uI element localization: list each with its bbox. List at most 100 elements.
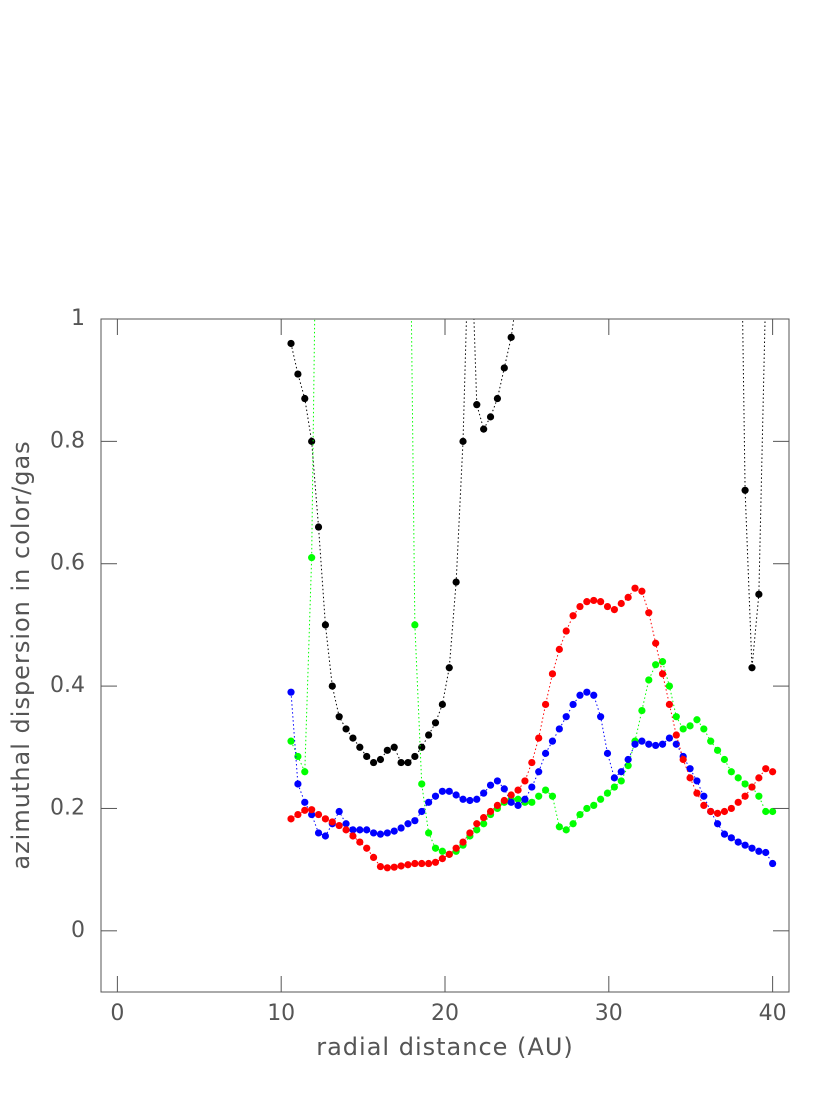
x-tick-label: 20 — [431, 1001, 459, 1026]
data-point — [727, 834, 735, 842]
data-point — [645, 609, 653, 617]
data-point — [548, 737, 557, 745]
data-point — [535, 768, 543, 776]
data-point — [342, 725, 350, 733]
data-point — [624, 755, 632, 764]
y-axis-title: azimuthal dispersion in color/gas — [7, 440, 35, 869]
data-point — [658, 670, 667, 678]
data-point — [707, 737, 715, 745]
data-point — [603, 749, 612, 757]
data-point — [735, 9, 742, 16]
data-point — [466, 796, 474, 805]
data-point — [349, 734, 357, 742]
data-point — [383, 829, 391, 837]
data-point — [390, 863, 398, 871]
data-point — [431, 858, 440, 866]
data-point — [480, 814, 488, 822]
data-point — [493, 801, 502, 809]
data-point — [438, 847, 446, 855]
data-point — [762, 807, 770, 816]
data-point — [301, 394, 309, 403]
data-point — [597, 598, 605, 606]
series-line — [290, 319, 773, 855]
data-point — [734, 798, 742, 806]
data-point — [500, 364, 508, 372]
data-point — [693, 777, 701, 785]
data-point — [486, 413, 495, 421]
y-tick-label: 0.8 — [50, 428, 85, 453]
data-point — [665, 734, 674, 742]
data-point — [700, 792, 708, 800]
data-point — [720, 830, 729, 838]
data-point — [418, 807, 426, 816]
data-point — [376, 755, 385, 764]
data-point — [741, 486, 749, 494]
data-point — [658, 658, 667, 666]
data-point — [445, 787, 453, 795]
data-point — [397, 824, 405, 832]
data-point — [748, 664, 756, 672]
data-point — [369, 758, 378, 767]
data-point — [514, 786, 522, 794]
data-point — [624, 762, 632, 770]
data-point — [466, 829, 474, 837]
data-point — [727, 804, 735, 813]
data-point — [369, 829, 378, 837]
data-point — [713, 809, 722, 817]
data-point — [411, 621, 419, 629]
data-point — [314, 810, 323, 819]
data-point — [452, 791, 460, 799]
x-axis-title: radial distance (AU) — [316, 1033, 574, 1061]
data-point — [473, 795, 481, 803]
data-point — [590, 596, 598, 605]
data-point — [425, 829, 433, 837]
data-point — [541, 786, 550, 794]
data-point — [700, 801, 708, 809]
data-point — [363, 752, 371, 761]
data-point — [720, 755, 729, 764]
data-point — [294, 780, 302, 788]
data-point — [287, 737, 295, 745]
data-point — [514, 801, 522, 809]
y-tick-label: 1 — [71, 306, 85, 331]
data-point — [652, 661, 660, 669]
data-point — [425, 798, 433, 806]
data-point — [631, 740, 639, 748]
data-point — [638, 587, 646, 595]
data-point — [425, 859, 433, 868]
data-point — [314, 523, 323, 531]
data-point — [665, 682, 674, 690]
data-point — [727, 768, 735, 776]
data-point — [486, 781, 495, 789]
data-point — [466, 193, 473, 200]
data-point — [755, 590, 763, 598]
data-point — [541, 749, 550, 757]
data-point — [713, 820, 722, 828]
data-point — [548, 792, 557, 800]
data-point — [576, 810, 584, 819]
data-point — [480, 425, 488, 433]
data-point — [438, 787, 446, 795]
data-point — [287, 339, 295, 348]
data-point — [459, 795, 467, 803]
data-point — [411, 817, 419, 825]
data-point — [301, 798, 309, 806]
series-line — [290, 691, 774, 864]
data-point — [672, 713, 680, 721]
data-point — [548, 670, 557, 678]
data-point — [638, 737, 646, 745]
data-point — [686, 774, 694, 782]
data-point — [734, 838, 742, 846]
data-point — [473, 401, 481, 409]
data-point — [658, 740, 667, 748]
data-point — [562, 826, 570, 834]
data-point — [500, 785, 508, 793]
series-line — [290, 319, 766, 764]
data-point — [356, 826, 364, 834]
data-point — [617, 777, 625, 785]
data-point — [528, 783, 536, 791]
data-point — [431, 792, 440, 800]
data-point — [652, 639, 660, 647]
data-point — [748, 783, 756, 791]
